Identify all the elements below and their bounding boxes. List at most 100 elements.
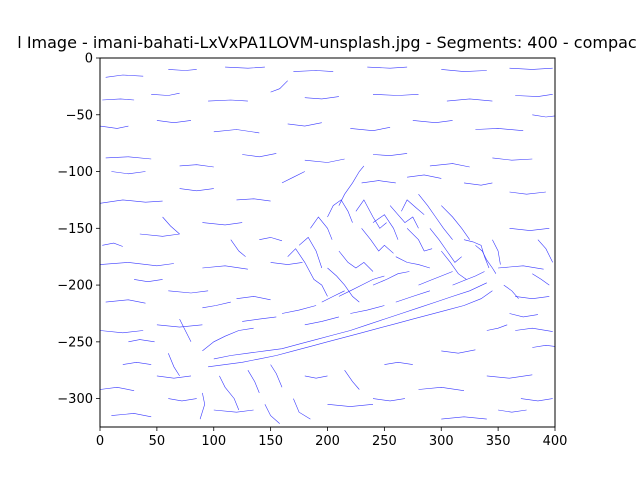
- segment-line-8: [151, 92, 180, 96]
- segment-line-39: [537, 239, 553, 263]
- x-tick-label-4: 200: [315, 434, 340, 449]
- segment-line-24: [179, 164, 214, 168]
- segment-line-94: [242, 316, 277, 322]
- segment-line-71: [372, 214, 399, 240]
- segment-line-36: [202, 222, 243, 226]
- segment-line-55: [111, 413, 152, 418]
- x-tick-label-2: 100: [201, 434, 226, 449]
- segment-line-120: [304, 375, 328, 379]
- segment-line-119: [509, 313, 538, 318]
- x-tick-label-7: 350: [486, 434, 511, 449]
- segment-line-116: [134, 279, 163, 283]
- segment-line-115: [230, 239, 246, 257]
- segment-line-73: [401, 199, 425, 215]
- segment-line-15: [99, 125, 129, 129]
- segment-line-22: [532, 114, 556, 118]
- segment-line-78: [463, 239, 490, 269]
- segment-line-96: [321, 290, 345, 303]
- segment-line-88: [213, 282, 487, 360]
- segment-line-51: [99, 386, 135, 391]
- segment-line-28: [429, 163, 470, 168]
- segment-line-114: [162, 216, 180, 235]
- segment-line-70: [361, 228, 394, 254]
- segment-line-117: [179, 318, 192, 342]
- segment-line-18: [287, 122, 322, 127]
- segment-line-79: [475, 245, 497, 274]
- segment-line-63: [168, 353, 180, 377]
- segment-line-91: [219, 375, 240, 411]
- segment-line-104: [384, 361, 413, 365]
- segment-line-68: [287, 248, 328, 297]
- segment-line-122: [498, 409, 527, 413]
- segment-line-14: [515, 94, 553, 97]
- y-tick-label-6: −300: [57, 392, 93, 407]
- segment-line-35: [139, 233, 180, 237]
- segment-line-56: [213, 409, 254, 413]
- segment-line-62: [199, 392, 206, 420]
- segment-line-23: [105, 156, 152, 160]
- segment-line-61: [293, 398, 311, 420]
- segment-line-30: [99, 199, 163, 204]
- x-tick-label-6: 300: [429, 434, 454, 449]
- segment-line-85: [418, 271, 453, 286]
- x-tick-label-5: 250: [372, 434, 397, 449]
- segment-line-110: [361, 180, 396, 184]
- segment-line-69: [355, 199, 387, 229]
- segment-line-33: [509, 191, 546, 195]
- segment-line-53: [418, 386, 465, 391]
- segment-line-21: [475, 128, 524, 131]
- segment-line-11: [304, 96, 339, 100]
- segment-line-42: [270, 262, 303, 265]
- y-tick-label-4: −200: [57, 279, 93, 294]
- segment-line-84: [395, 256, 430, 269]
- segment-line-102: [264, 404, 280, 424]
- segment-line-50: [515, 327, 553, 332]
- segment-line-77: [441, 205, 470, 240]
- segment-line-29: [492, 157, 533, 161]
- segment-line-7: [102, 98, 135, 101]
- segment-line-16: [156, 120, 192, 124]
- segment-line-45: [168, 290, 209, 294]
- segment-line-101: [168, 398, 197, 402]
- segment-line-89: [208, 290, 493, 368]
- segment-line-64: [338, 165, 365, 206]
- segment-line-82: [338, 275, 385, 297]
- y-tick-label-3: −150: [57, 222, 93, 237]
- segment-line-65: [327, 199, 353, 223]
- segment-line-111: [407, 174, 442, 179]
- x-tick-label-1: 50: [149, 434, 166, 449]
- segment-line-31: [179, 188, 214, 192]
- segment-line-4: [367, 66, 408, 69]
- segment-line-0: [105, 74, 144, 78]
- segment-line-100: [202, 301, 231, 309]
- segment-line-106: [486, 324, 508, 331]
- segment-line-54: [486, 374, 533, 379]
- segment-line-13: [446, 98, 493, 102]
- segment-line-98: [350, 305, 385, 314]
- segment-line-107: [492, 239, 501, 265]
- y-tick-label-1: −50: [66, 108, 93, 123]
- segment-line-26: [304, 158, 345, 163]
- segment-line-47: [515, 296, 550, 300]
- segment-line-105: [441, 349, 476, 354]
- x-tick-label-0: 0: [96, 434, 104, 449]
- segment-line-40: [99, 262, 174, 267]
- segment-line-112: [463, 182, 493, 186]
- segment-line-113: [111, 171, 146, 175]
- segment-line-34: [102, 242, 123, 247]
- segment-line-57: [327, 404, 374, 407]
- segment-line-59: [520, 398, 553, 402]
- segment-line-123: [122, 361, 152, 365]
- segment-line-20: [412, 120, 453, 124]
- segment-line-32: [236, 198, 271, 202]
- plot-frame: [99, 57, 556, 428]
- segment-line-41: [202, 265, 248, 270]
- x-tick-label-3: 150: [258, 434, 283, 449]
- segment-line-9: [208, 99, 248, 102]
- segment-line-44: [105, 299, 146, 304]
- segment-line-1: [168, 69, 197, 71]
- segment-line-67: [298, 236, 323, 269]
- segment-line-27: [372, 153, 408, 156]
- segment-line-87: [452, 271, 485, 286]
